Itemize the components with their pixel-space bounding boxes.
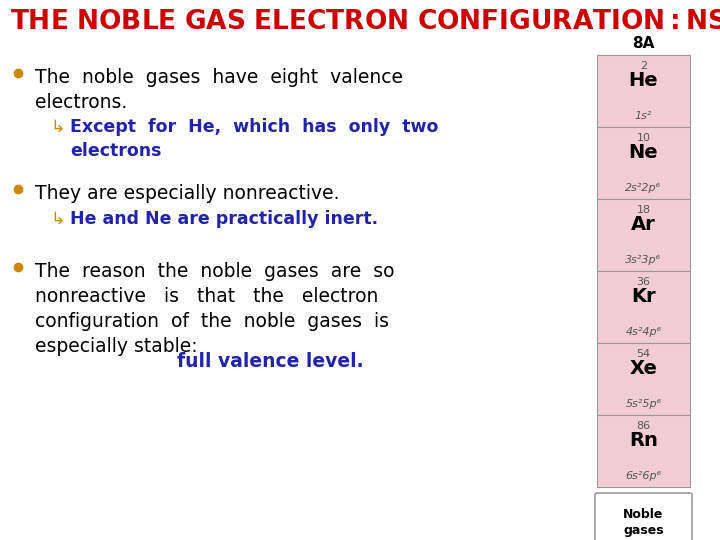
Text: Rn: Rn xyxy=(629,431,658,450)
Text: ↳: ↳ xyxy=(50,210,65,228)
Text: 2s²2p⁶: 2s²2p⁶ xyxy=(626,183,662,193)
Text: The  noble  gases  have  eight  valence
electrons.: The noble gases have eight valence elect… xyxy=(35,68,403,112)
Text: 2: 2 xyxy=(640,61,647,71)
Text: Kr: Kr xyxy=(631,287,656,306)
Text: 54: 54 xyxy=(636,349,651,359)
Text: 18: 18 xyxy=(636,205,651,215)
Text: The  reason  the  noble  gases  are  so
nonreactive   is   that   the   electron: The reason the noble gases are so nonrea… xyxy=(35,262,395,356)
FancyBboxPatch shape xyxy=(595,493,692,540)
Text: 6s²6p⁶: 6s²6p⁶ xyxy=(626,471,662,481)
Text: 3s²3p⁶: 3s²3p⁶ xyxy=(626,255,662,265)
Text: $\bf{T}$$\bf{HE}$ $\bf{N}$$\bf{OBLE}$ $\bf{G}$$\bf{AS}$ $\bf{E}$$\bf{LECTRON}$ $: $\bf{T}$$\bf{HE}$ $\bf{N}$$\bf{OBLE}$ $\… xyxy=(10,8,720,37)
Text: 86: 86 xyxy=(636,421,651,431)
FancyBboxPatch shape xyxy=(597,415,690,487)
Text: ↳: ↳ xyxy=(50,118,65,136)
FancyBboxPatch shape xyxy=(597,343,690,415)
Text: Ar: Ar xyxy=(631,215,656,234)
Text: They are especially nonreactive.: They are especially nonreactive. xyxy=(35,184,340,203)
Text: 4s²4p⁶: 4s²4p⁶ xyxy=(626,327,662,337)
Text: 8A: 8A xyxy=(632,36,654,51)
Text: 5s²5p⁶: 5s²5p⁶ xyxy=(626,399,662,409)
Text: Xe: Xe xyxy=(629,359,657,377)
Text: full valence level.: full valence level. xyxy=(176,353,363,372)
FancyBboxPatch shape xyxy=(597,55,690,127)
Text: Ne: Ne xyxy=(629,143,658,161)
Text: He: He xyxy=(629,71,658,90)
Text: He and Ne are practically inert.: He and Ne are practically inert. xyxy=(70,210,378,228)
Text: Except  for  He,  which  has  only  two
electrons: Except for He, which has only two electr… xyxy=(70,118,438,160)
Text: Noble
gases: Noble gases xyxy=(624,508,664,537)
FancyBboxPatch shape xyxy=(597,127,690,199)
Text: 1s²: 1s² xyxy=(635,111,652,121)
FancyBboxPatch shape xyxy=(597,271,690,343)
Text: 36: 36 xyxy=(636,277,650,287)
FancyBboxPatch shape xyxy=(597,199,690,271)
Text: 10: 10 xyxy=(636,133,650,143)
